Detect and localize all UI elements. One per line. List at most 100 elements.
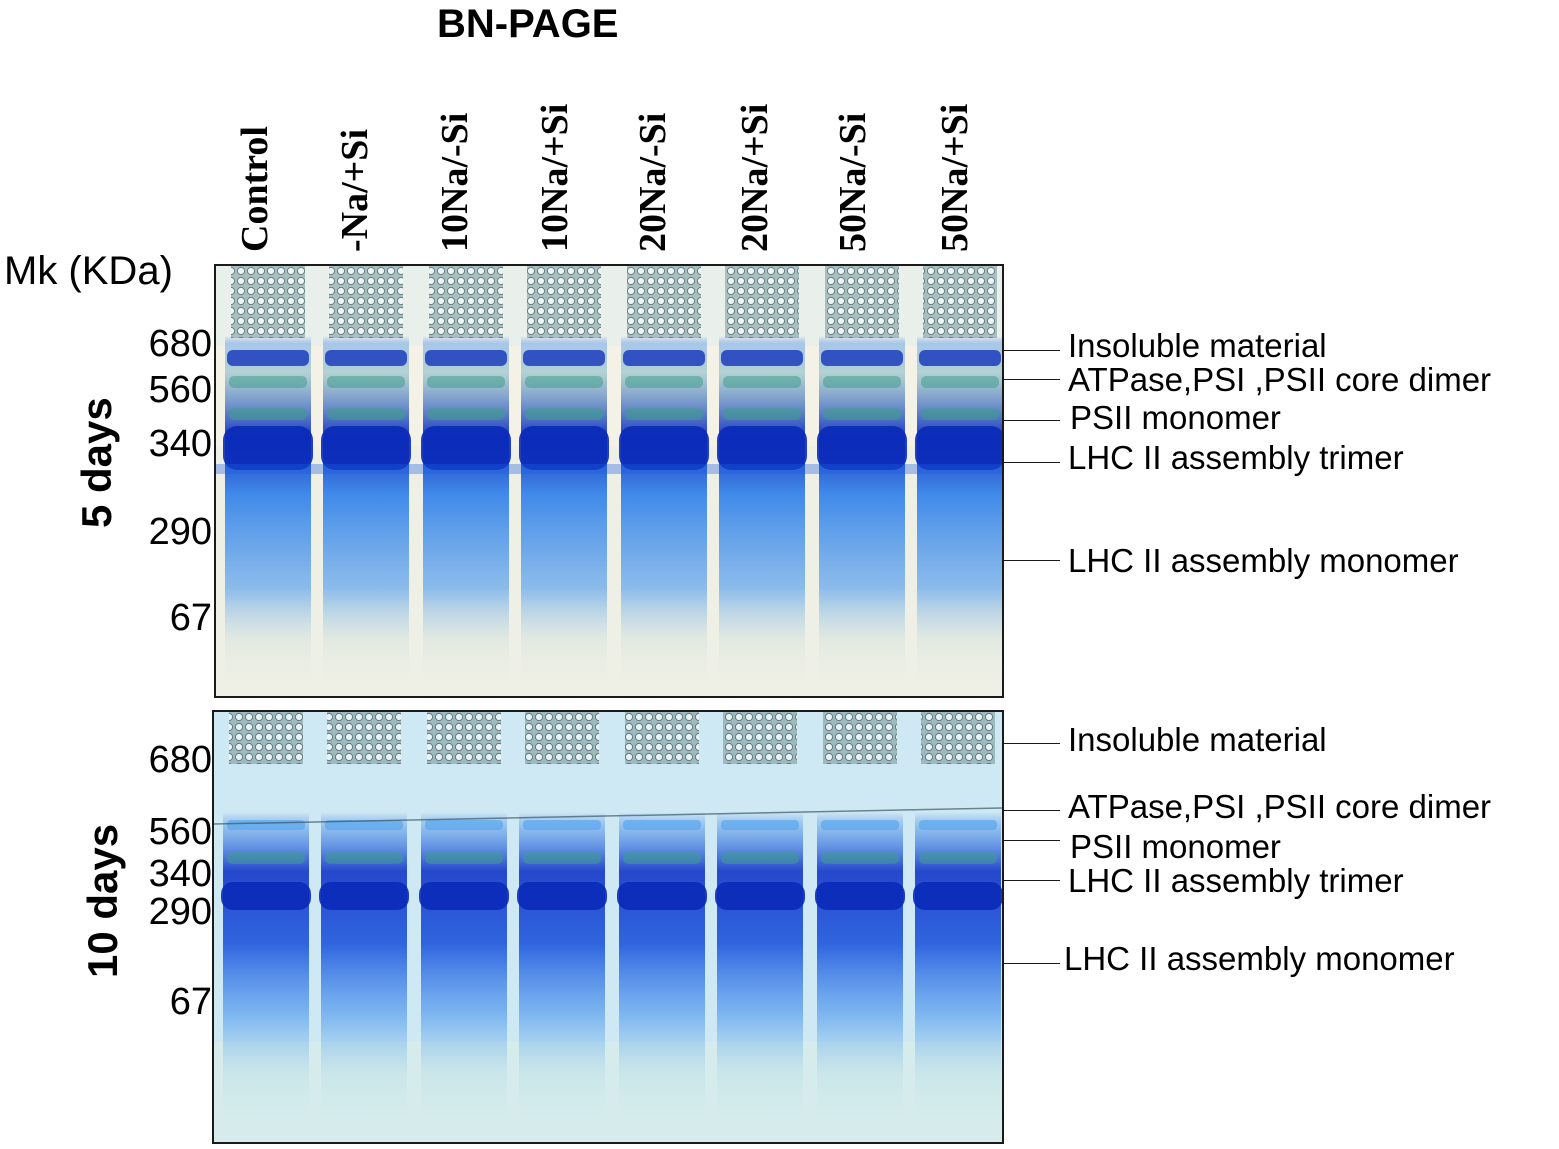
band-core-dimer bbox=[821, 820, 899, 830]
band-psii-monomer bbox=[229, 408, 307, 420]
lane-smear bbox=[817, 812, 903, 1142]
band-core-dimer bbox=[425, 820, 503, 830]
band-core-dimer bbox=[625, 376, 703, 388]
band-lhcii-trimer bbox=[321, 426, 411, 470]
sample-well bbox=[427, 712, 501, 764]
band-lhcii-trimer bbox=[421, 426, 511, 470]
band-core-dimer bbox=[325, 820, 403, 830]
sample-well bbox=[825, 266, 899, 338]
band-psii-monomer bbox=[721, 852, 799, 864]
marker-560-top: 560 bbox=[148, 369, 212, 411]
band-core-dimer bbox=[921, 376, 999, 388]
band-psii-monomer bbox=[525, 408, 603, 420]
sample-well bbox=[527, 266, 601, 338]
band-lhcii-trimer bbox=[915, 426, 1002, 470]
band-core-dimer bbox=[227, 820, 305, 830]
sample-well bbox=[231, 266, 305, 338]
sample-well bbox=[725, 266, 799, 338]
gel-5-days bbox=[214, 264, 1004, 698]
band-core-dimer bbox=[723, 376, 801, 388]
band-psii-monomer bbox=[427, 408, 505, 420]
gel-10-days-lane-1 bbox=[221, 712, 311, 1142]
band-core-dimer bbox=[229, 376, 307, 388]
gel-5-days-image bbox=[216, 266, 1002, 696]
lane-smear bbox=[819, 336, 905, 696]
band-psii-monomer bbox=[327, 408, 405, 420]
band-insoluble bbox=[523, 350, 605, 366]
gel-10-days-lane-6 bbox=[715, 712, 805, 1142]
leader-line-atpase-bottom bbox=[1002, 810, 1060, 811]
leader-line-lhcii-monomer-top bbox=[1002, 560, 1060, 561]
marker-340-bottom: 340 bbox=[148, 853, 212, 895]
gel-5-days-lane-7 bbox=[817, 266, 907, 696]
band-label-atpase-top: ATPase,PSI ,PSII core dimer bbox=[1068, 361, 1492, 398]
sample-well bbox=[627, 266, 701, 338]
dye-front-line bbox=[216, 464, 1002, 474]
gel-5-days-lane-2 bbox=[321, 266, 411, 696]
band-insoluble bbox=[227, 350, 309, 366]
band-lhcii-trimer bbox=[419, 882, 509, 910]
band-lhcii-trimer bbox=[815, 882, 905, 910]
lane-smear bbox=[915, 812, 1001, 1142]
sample-well bbox=[625, 712, 699, 764]
leader-line-atpase-top bbox=[1002, 379, 1060, 380]
band-lhcii-trimer bbox=[913, 882, 1002, 910]
sample-well bbox=[923, 266, 997, 338]
gel-10-days-lane-5 bbox=[617, 712, 707, 1142]
leader-line-insoluble-bottom bbox=[1002, 743, 1060, 744]
band-core-dimer bbox=[623, 820, 701, 830]
band-psii-monomer bbox=[623, 852, 701, 864]
figure-title: BN-PAGE bbox=[437, 2, 619, 46]
sample-well bbox=[429, 266, 503, 338]
band-lhcii-trimer bbox=[221, 882, 311, 910]
band-lhcii-trimer bbox=[319, 882, 409, 910]
band-lhcii-trimer bbox=[519, 426, 609, 470]
gel-10-days-lane-4 bbox=[517, 712, 607, 1142]
band-insoluble bbox=[325, 350, 407, 366]
marker-560-bottom: 560 bbox=[148, 811, 212, 853]
gel-10-days-lane-3 bbox=[419, 712, 509, 1142]
band-label-insoluble-bottom: Insoluble material bbox=[1068, 721, 1327, 758]
band-insoluble bbox=[821, 350, 903, 366]
lane-smear bbox=[225, 336, 311, 696]
band-label-psii-monomer-top: PSII monomer bbox=[1070, 399, 1281, 436]
band-psii-monomer bbox=[425, 852, 503, 864]
lane-smear bbox=[423, 336, 509, 696]
sample-well bbox=[823, 712, 897, 764]
gel-5-days-lane-6 bbox=[717, 266, 807, 696]
band-lhcii-trimer bbox=[817, 426, 907, 470]
lane-smear bbox=[619, 812, 705, 1142]
lane-smear bbox=[917, 336, 1002, 696]
lane-smear bbox=[321, 812, 407, 1142]
band-core-dimer bbox=[525, 376, 603, 388]
leader-line-psii-monomer-bottom bbox=[1002, 840, 1060, 841]
gel-5-days-lane-8 bbox=[915, 266, 1002, 696]
lane-smear bbox=[521, 336, 607, 696]
gel-5-days-lane-5 bbox=[619, 266, 709, 696]
band-insoluble bbox=[721, 350, 803, 366]
band-insoluble bbox=[919, 350, 1001, 366]
marker-680-bottom: 680 bbox=[148, 739, 212, 781]
band-insoluble bbox=[623, 350, 705, 366]
band-lhcii-trimer bbox=[517, 882, 607, 910]
band-label-lhcii-monomer-top: LHC II assembly monomer bbox=[1068, 542, 1459, 579]
lane-smear bbox=[421, 812, 507, 1142]
band-psii-monomer bbox=[723, 408, 801, 420]
band-label-psii-monomer-bottom: PSII monomer bbox=[1070, 828, 1281, 865]
marker-title: Mk (KDa) bbox=[4, 249, 173, 293]
leader-line-insoluble-top bbox=[1002, 350, 1060, 351]
leader-line-lhcii-trimer-bottom bbox=[1002, 880, 1060, 881]
band-core-dimer bbox=[721, 820, 799, 830]
gel-5-days-lane-4 bbox=[519, 266, 609, 696]
marker-67-top: 67 bbox=[169, 597, 212, 639]
gel-crack-line bbox=[214, 807, 1002, 825]
sample-well bbox=[525, 712, 599, 764]
leader-line-lhcii-trimer-top bbox=[1002, 462, 1060, 463]
band-label-lhcii-monomer-bottom: LHC II assembly monomer bbox=[1064, 940, 1455, 977]
band-label-atpase-bottom: ATPase,PSI ,PSII core dimer bbox=[1068, 788, 1492, 825]
gel-10-days-image bbox=[214, 712, 1002, 1142]
marker-290-bottom: 290 bbox=[148, 891, 212, 933]
gel-5-days-lane-1 bbox=[223, 266, 313, 696]
band-label-lhcii-trimer-bottom: LHC II assembly trimer bbox=[1068, 862, 1404, 899]
leader-line-psii-monomer-top bbox=[1002, 420, 1060, 421]
